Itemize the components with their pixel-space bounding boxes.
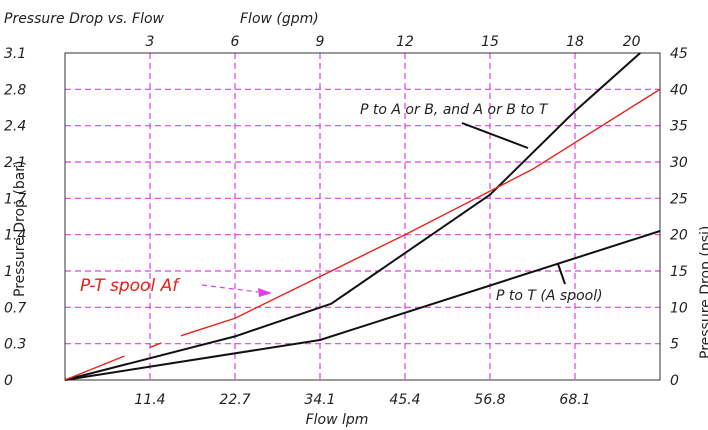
x-bottom-tick-label: 34.1	[304, 392, 335, 408]
x-bottom-tick-label: 45.4	[389, 392, 420, 408]
y-right-tick-label: 35	[670, 119, 688, 135]
x-bottom-axis-label: Flow lpm	[306, 412, 369, 428]
plot-frame	[64, 52, 661, 381]
y-right-tick-label: 20	[670, 228, 688, 244]
y-left-tick-label: 2.4	[4, 119, 26, 135]
series-line-1	[64, 230, 661, 381]
y-right-tick-label: 40	[670, 82, 688, 98]
x-top-tick-label: 15	[481, 34, 499, 50]
series-group	[64, 52, 661, 381]
y-left-axis-label: Pressure Drop (bar)	[12, 160, 28, 297]
y-right-tick-label: 25	[670, 191, 688, 207]
series-line-red-main	[234, 88, 661, 319]
y-left-tick-label: 1.7	[4, 191, 26, 207]
y-left-tick-label: 0	[4, 373, 13, 389]
plot-border	[64, 52, 661, 381]
annotation-pt-spool: P-T spool Af	[80, 276, 181, 296]
x-top-tick-label: 12	[396, 34, 414, 50]
annotation-p-to-a: P to A or B, and A or B to T	[360, 102, 549, 118]
y-right-tick-label: 45	[670, 46, 688, 62]
x-top-tick-label: 18	[566, 34, 584, 50]
x-bottom-tick-label: 22.7	[219, 392, 250, 408]
annotation-p-to-a-leader	[461, 122, 529, 149]
y-left-tick-label: 1	[4, 264, 13, 280]
x-bottom-tick-label: 56.8	[474, 392, 505, 408]
arrowhead-icon	[258, 288, 272, 297]
y-right-tick-label: 15	[670, 264, 688, 280]
series-line-0	[64, 52, 641, 381]
y-right-tick-label: 10	[670, 300, 688, 316]
y-left-tick-label: 2.8	[4, 82, 26, 98]
x-top-tick-label: 9	[316, 34, 325, 50]
chart-title: Pressure Drop vs. Flow	[4, 11, 165, 27]
annotations: P to A or B, and A or B to T P to T (A sp…	[80, 102, 603, 304]
y-left-tick-label: 3.1	[4, 46, 26, 62]
y-left-tick-label: 0.7	[4, 300, 26, 316]
y-right-tick-label: 30	[670, 155, 688, 171]
x-top-tick-label: 3	[146, 34, 155, 50]
y-right-tick-label: 5	[670, 337, 679, 353]
red-dash-segment	[149, 342, 162, 348]
y-left-tick-label: 1.4	[4, 228, 26, 244]
x-bottom-tick-label: 11.4	[134, 392, 165, 408]
x-top-axis-label: Flow (gpm)	[240, 11, 319, 27]
y-right-axis-label: Pressure Drop (psi)	[698, 226, 708, 359]
x-top-tick-label: 6	[231, 34, 240, 50]
annotation-pt-spool-leader	[201, 284, 259, 293]
y-left-tick-label: 2.1	[4, 155, 26, 171]
x-top-tick-label: 20	[623, 34, 641, 50]
x-bottom-tick-label: 68.1	[559, 392, 590, 408]
red-dash-segment	[180, 317, 236, 337]
annotation-p-to-t-leader	[557, 263, 566, 285]
y-right-tick-label: 0	[670, 373, 679, 389]
annotation-p-to-t: P to T (A spool)	[496, 288, 603, 304]
y-left-tick-label: 0.3	[4, 337, 26, 353]
red-dash-segment	[64, 355, 125, 381]
